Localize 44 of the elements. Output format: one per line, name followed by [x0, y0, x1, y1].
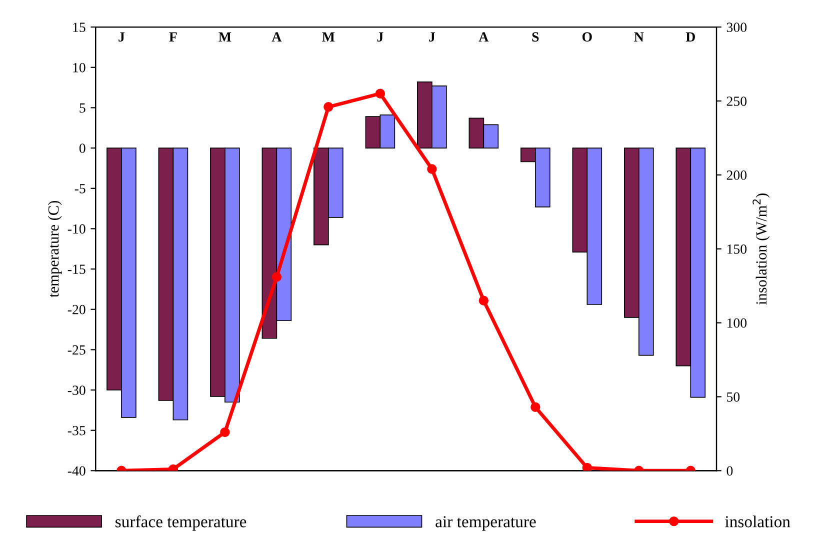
y2-tick-label: 200: [726, 170, 747, 180]
point: [220, 427, 230, 438]
x-tick-label: J: [118, 32, 125, 42]
point: [530, 402, 540, 412]
y2-tick-label: 50: [727, 392, 740, 402]
y-tick-label: -15: [68, 264, 86, 274]
legend-label: surface temperature: [116, 515, 246, 531]
y2-tick-label: 250: [726, 96, 747, 106]
y-tick-label: 5: [80, 103, 86, 113]
x-tick-label: S: [532, 32, 539, 42]
point: [478, 296, 489, 306]
x-tick-label: J: [377, 32, 384, 42]
y-tick-label: 10: [73, 62, 86, 72]
y-tick-label: -25: [68, 345, 86, 355]
point: [324, 102, 334, 112]
legend-label: insolation: [725, 516, 790, 528]
x-tick-label: N: [634, 32, 644, 42]
y2-tick-label: 100: [727, 318, 747, 328]
x-tick-label: M: [322, 32, 335, 42]
y-tick-label: -20: [68, 304, 86, 314]
y-tick-label: 0: [79, 144, 86, 153]
y2-tick-label: 300: [726, 22, 747, 32]
x-tick-label: D: [686, 32, 695, 42]
point: [582, 462, 592, 471]
y-tick-label: -5: [74, 184, 86, 194]
y-tick-label: -10: [68, 224, 86, 234]
point: [427, 164, 437, 174]
y-tick-label: -40: [68, 466, 86, 476]
y2-axis-title: insolation (W/m$^{2}$): [752, 194, 770, 305]
x-tick-label: F: [169, 32, 177, 42]
point: [272, 272, 282, 282]
x-tick-label: O: [582, 32, 592, 42]
y-axis-title: temperature (C): [48, 200, 62, 298]
x-tick-label: A: [478, 32, 489, 42]
y-tick-label: -35: [68, 426, 86, 436]
y-tick-label: 15: [73, 22, 86, 32]
y2-tick-label: 0: [726, 466, 733, 476]
y2-tick-label: 150: [727, 244, 747, 254]
legend-label: air temperature: [436, 516, 536, 531]
x-tick-label: M: [218, 32, 232, 42]
y-tick-label: -30: [68, 386, 86, 395]
point: [375, 88, 386, 98]
x-tick-label: J: [429, 32, 436, 42]
x-tick-label: A: [272, 32, 282, 42]
